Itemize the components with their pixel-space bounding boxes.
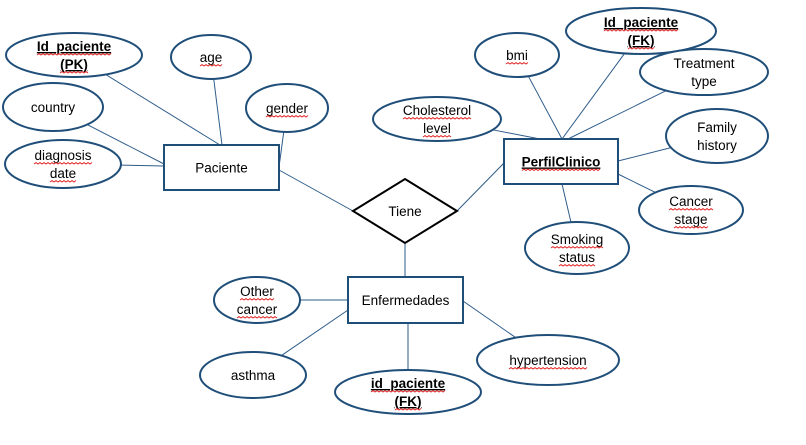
attribute-oval bbox=[565, 7, 717, 55]
attribute-p_diag: diagnosis date bbox=[4, 139, 122, 189]
attribute-p_age: age bbox=[170, 34, 252, 80]
attribute-oval bbox=[5, 32, 143, 78]
attribute-label: (PK) bbox=[60, 57, 88, 72]
connector-e_hyper bbox=[462, 300, 517, 339]
entity-enfermedades: Enfermedades bbox=[347, 276, 464, 324]
attribute-oval bbox=[476, 334, 620, 386]
attribute-label: Other bbox=[240, 284, 274, 299]
connector-pc_treat bbox=[567, 90, 667, 140]
entity-label: Paciente bbox=[195, 161, 248, 176]
attribute-p_country: country bbox=[2, 82, 104, 132]
connector-p_id bbox=[105, 74, 221, 146]
attribute-e_id: id_paciente (FK) bbox=[334, 369, 482, 415]
attribute-oval bbox=[524, 221, 630, 275]
entity-perfil: PerfilClinico bbox=[503, 138, 619, 185]
attribute-label: history bbox=[697, 138, 737, 153]
attribute-label: Cholesterol bbox=[403, 103, 471, 118]
attribute-label: gender bbox=[266, 101, 309, 116]
attribute-oval bbox=[199, 351, 307, 399]
attribute-e_hyper: hypertension bbox=[476, 334, 620, 386]
connector-pc_cancer bbox=[617, 173, 656, 193]
attribute-oval bbox=[170, 34, 252, 80]
entity-box bbox=[347, 276, 464, 324]
relationship-label: Tiene bbox=[388, 204, 421, 219]
attribute-label: asthma bbox=[231, 368, 276, 383]
attribute-label: country bbox=[31, 100, 76, 115]
attribute-oval bbox=[2, 82, 104, 132]
attribute-oval bbox=[474, 32, 560, 78]
connector-pc_family bbox=[617, 147, 672, 162]
connector-pc_bmi bbox=[527, 75, 563, 140]
attribute-label: diagnosis bbox=[34, 148, 91, 163]
attribute-label: stage bbox=[674, 212, 707, 227]
attribute-pc_bmi: bmi bbox=[474, 32, 560, 78]
relationship-tiene: Tiene bbox=[351, 177, 459, 245]
connector-pc_id bbox=[561, 53, 625, 140]
attribute-oval bbox=[372, 96, 502, 142]
attribute-label: status bbox=[559, 250, 595, 265]
relationship-diamond bbox=[351, 177, 459, 245]
entity-box bbox=[163, 144, 280, 191]
attribute-e_asthma: asthma bbox=[199, 351, 307, 399]
connector-p_diag bbox=[120, 164, 165, 167]
attribute-pc_family: Family history bbox=[665, 108, 769, 164]
connector-perfil-tiene bbox=[456, 162, 505, 212]
attribute-label: Family bbox=[697, 120, 737, 135]
attribute-pc_id: Id_paciente (FK) bbox=[565, 7, 717, 55]
entity-paciente: Paciente bbox=[163, 144, 280, 191]
attribute-oval bbox=[213, 276, 301, 324]
attribute-pc_smoke: Smoking status bbox=[524, 221, 630, 275]
attribute-oval bbox=[245, 83, 329, 133]
attribute-e_other: Other cancer bbox=[213, 276, 301, 324]
attribute-label: id_paciente bbox=[371, 376, 446, 391]
attribute-label: Cancer bbox=[669, 194, 713, 209]
attribute-label: cancer bbox=[237, 302, 278, 317]
connector-e_asthma bbox=[281, 309, 349, 356]
entity-label: Enfermedades bbox=[362, 293, 450, 308]
connector-paciente-tiene bbox=[278, 169, 354, 212]
entity-box bbox=[503, 138, 619, 185]
attribute-oval bbox=[638, 185, 744, 235]
attribute-oval bbox=[4, 139, 122, 189]
attribute-label: bmi bbox=[506, 48, 528, 63]
attribute-label: hypertension bbox=[509, 353, 586, 368]
attribute-label: (FK) bbox=[628, 33, 655, 48]
attribute-label: Smoking bbox=[551, 232, 604, 247]
attribute-p_gender: gender bbox=[245, 83, 329, 133]
diagram-shapes: Id_paciente (PK) age gender country diagnosis… bbox=[2, 7, 769, 415]
attribute-pc_chol: Cholesterol level bbox=[372, 96, 502, 142]
attribute-oval bbox=[334, 369, 482, 415]
attribute-label: Id_paciente bbox=[604, 15, 679, 30]
connector-pc_chol bbox=[492, 129, 541, 140]
attribute-label: Id_paciente bbox=[37, 39, 112, 54]
attribute-label: date bbox=[50, 166, 76, 181]
connector-p_age bbox=[213, 78, 223, 146]
attribute-label: level bbox=[423, 121, 451, 136]
attribute-oval bbox=[665, 108, 769, 164]
attribute-label: type bbox=[691, 74, 717, 89]
attribute-p_id: Id_paciente (PK) bbox=[5, 32, 143, 78]
attribute-pc_treat: Treatment type bbox=[639, 48, 769, 96]
attribute-oval bbox=[639, 48, 769, 96]
attribute-label: Treatment bbox=[673, 56, 734, 71]
attribute-label: age bbox=[200, 50, 223, 65]
connector-pc_smoke bbox=[561, 183, 572, 223]
connector-lines bbox=[86, 53, 672, 370]
attribute-label: (FK) bbox=[395, 394, 422, 409]
entity-label: PerfilClinico bbox=[522, 155, 601, 170]
connector-p_country bbox=[86, 124, 165, 165]
attribute-pc_cancer: Cancer stage bbox=[638, 185, 744, 235]
